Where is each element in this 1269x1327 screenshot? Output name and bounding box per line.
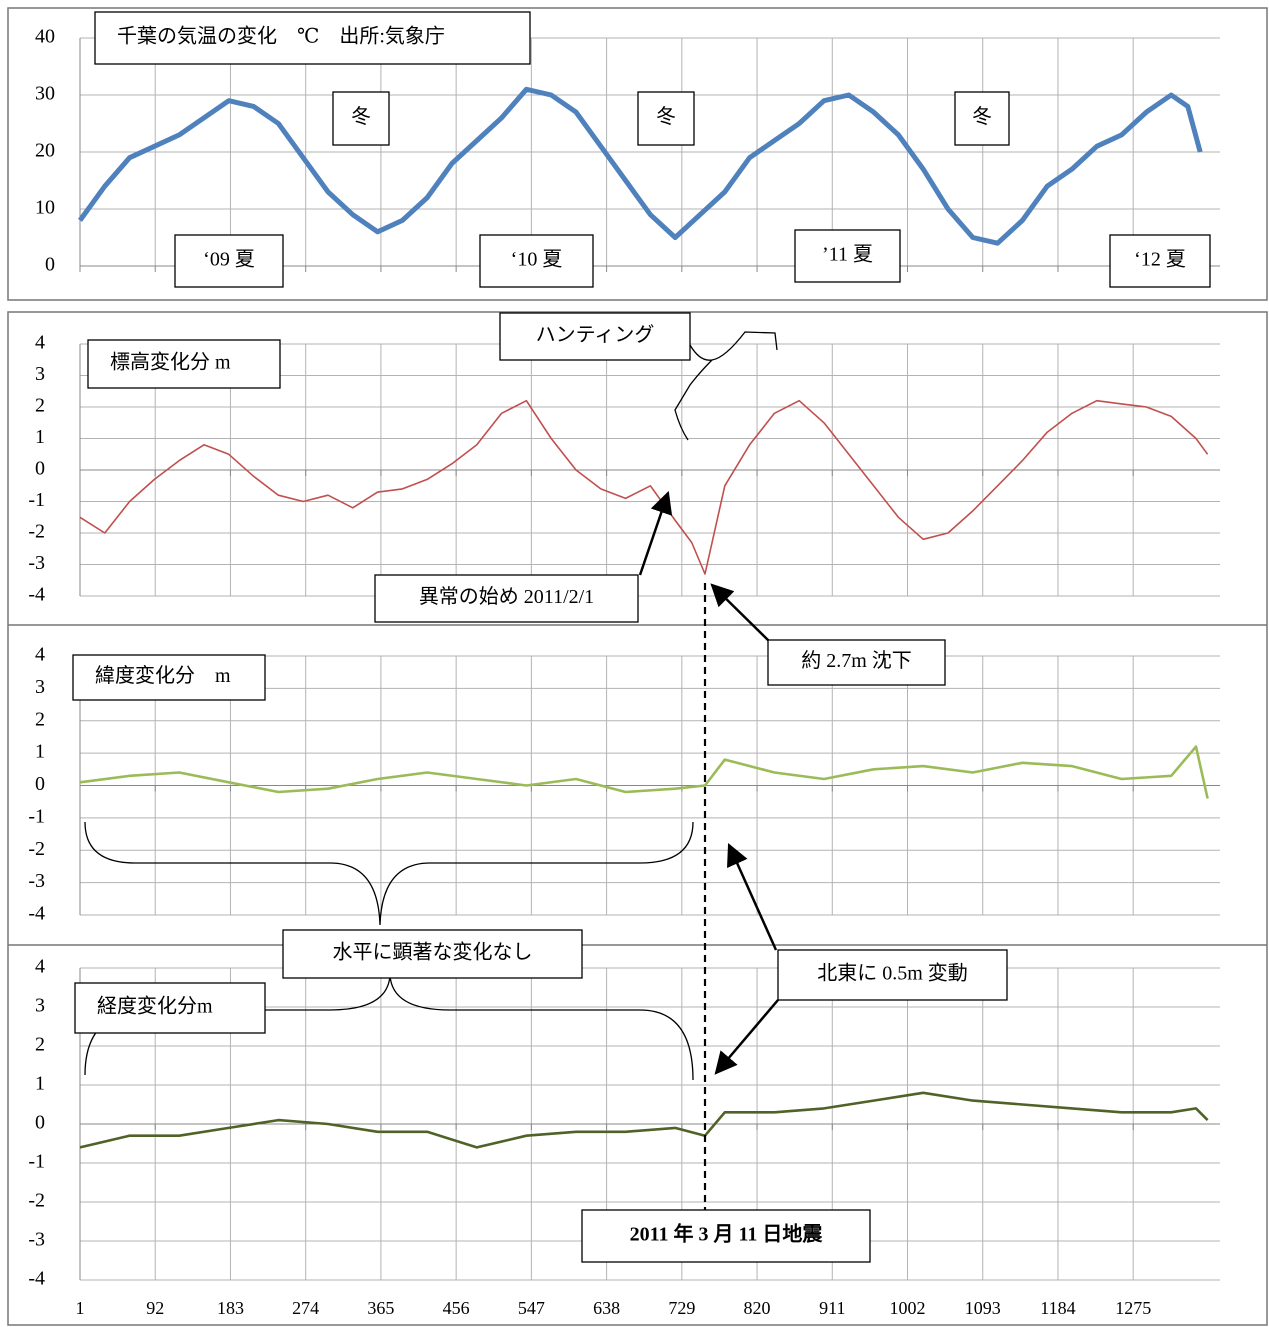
- arrow: [714, 999, 779, 1075]
- y-tick-label: 1: [35, 741, 45, 763]
- y-tick-label: 3: [35, 676, 45, 698]
- y-tick-label: 0: [45, 254, 55, 276]
- annotation-box: [794, 229, 901, 283]
- y-tick-label: 3: [35, 363, 45, 385]
- annotation-box: [581, 1209, 871, 1263]
- y-tick-label: 10: [35, 197, 55, 219]
- x-tick-label: 456: [443, 1298, 470, 1318]
- annotation-box: [767, 639, 946, 686]
- annotation-box: [954, 91, 1010, 146]
- title-box: [94, 11, 531, 65]
- x-tick-label: 92: [146, 1298, 164, 1318]
- y-tick-label: 30: [35, 83, 55, 105]
- chart-title: 千葉の気温の変化 ℃ 出所:気象庁: [117, 25, 445, 48]
- y-tick-label: 4: [35, 956, 45, 978]
- chart-title: 経度変化分m: [97, 995, 213, 1018]
- data-line: [79, 1091, 1209, 1149]
- annotation: 冬: [656, 105, 676, 128]
- y-tick-label: 2: [35, 395, 45, 417]
- title-box: [74, 982, 266, 1034]
- y-tick-label: -1: [28, 805, 45, 827]
- y-tick-label: 0: [35, 458, 45, 480]
- y-tick-label: 4: [35, 644, 45, 666]
- y-tick-label: -4: [28, 903, 45, 925]
- y-tick-label: 0: [35, 1112, 45, 1134]
- x-tick-label: 1: [76, 1298, 85, 1318]
- y-tick-label: 1: [35, 426, 45, 448]
- arrow: [727, 842, 778, 951]
- y-tick-label: -3: [28, 1229, 45, 1251]
- x-tick-label: 1093: [965, 1298, 1001, 1318]
- annotation: 冬: [972, 105, 992, 128]
- annotation: 冬: [351, 105, 371, 128]
- y-tick-label: 0: [35, 773, 45, 795]
- x-tick-label: 911: [819, 1298, 845, 1318]
- annotation-box: [374, 574, 639, 623]
- panel-frame: [7, 7, 1268, 301]
- annotation-box: [174, 234, 284, 288]
- data-line: [79, 745, 1209, 799]
- annotation-box: [499, 312, 691, 361]
- annotation: 北東に 0.5m 変動: [817, 962, 968, 985]
- y-tick-label: 1: [35, 1073, 45, 1095]
- annotation-box: [777, 949, 1008, 1001]
- arrow: [710, 583, 771, 643]
- annotation-box: [332, 91, 390, 146]
- y-tick-label: -3: [28, 552, 45, 574]
- y-tick-label: 2: [35, 1034, 45, 1056]
- x-tick-label: 547: [518, 1298, 545, 1318]
- x-tick-label: 1184: [1040, 1298, 1075, 1318]
- brace: [84, 821, 694, 926]
- y-tick-label: -2: [28, 521, 45, 543]
- x-tick-label: 274: [292, 1298, 319, 1318]
- x-tick-label: 729: [668, 1298, 695, 1318]
- y-tick-label: 4: [35, 332, 45, 354]
- x-tick-label: 1002: [890, 1298, 926, 1318]
- annotation-box: [479, 234, 594, 288]
- y-tick-label: -2: [28, 838, 45, 860]
- x-tick-label: 183: [217, 1298, 244, 1318]
- title-box: [72, 654, 266, 701]
- y-tick-label: 2: [35, 708, 45, 730]
- annotation: ’11 夏: [822, 244, 873, 266]
- x-tick-label: 1275: [1115, 1298, 1151, 1318]
- y-tick-label: -1: [28, 489, 45, 511]
- x-tick-label: 820: [744, 1298, 771, 1318]
- x-tick-label: 638: [593, 1298, 620, 1318]
- chart-title: 緯度変化分 m: [95, 664, 231, 687]
- annotation: ‘10 夏: [511, 249, 563, 271]
- plots: 010203040-4-3-2-101234-4-3-2-101234-4-3-…: [28, 26, 1220, 1318]
- y-tick-label: 3: [35, 995, 45, 1017]
- y-tick-label: 40: [35, 26, 55, 48]
- data-line: [77, 86, 1203, 246]
- y-tick-label: -3: [28, 870, 45, 892]
- annotation: ‘09 夏: [203, 249, 255, 271]
- y-tick-label: -4: [28, 1268, 45, 1290]
- y-tick-label: -1: [28, 1151, 45, 1173]
- annotation-box: [282, 929, 583, 979]
- annotation: 約 2.7m 沈下: [801, 649, 912, 672]
- annotation: 2011 年 3 月 11 日地震: [630, 1222, 824, 1246]
- brace: [674, 331, 778, 441]
- annotation: 水平に顕著な変化なし: [333, 941, 533, 964]
- x-tick-label: 365: [367, 1298, 394, 1318]
- annotation-box: [1109, 234, 1211, 288]
- chart-title: 標高変化分 m: [110, 351, 231, 374]
- title-box: [87, 339, 281, 389]
- annotation: ‘12 夏: [1134, 249, 1186, 271]
- annotation: ハンティング: [536, 323, 655, 346]
- data-line: [79, 399, 1209, 575]
- y-tick-label: -2: [28, 1190, 45, 1212]
- y-tick-label: -4: [28, 584, 45, 606]
- arrow: [638, 490, 673, 576]
- y-tick-label: 20: [35, 140, 55, 162]
- annotation: 異常の始め 2011/2/1: [419, 585, 594, 608]
- panel-frame: [7, 311, 1268, 1326]
- annotation-box: [637, 91, 695, 146]
